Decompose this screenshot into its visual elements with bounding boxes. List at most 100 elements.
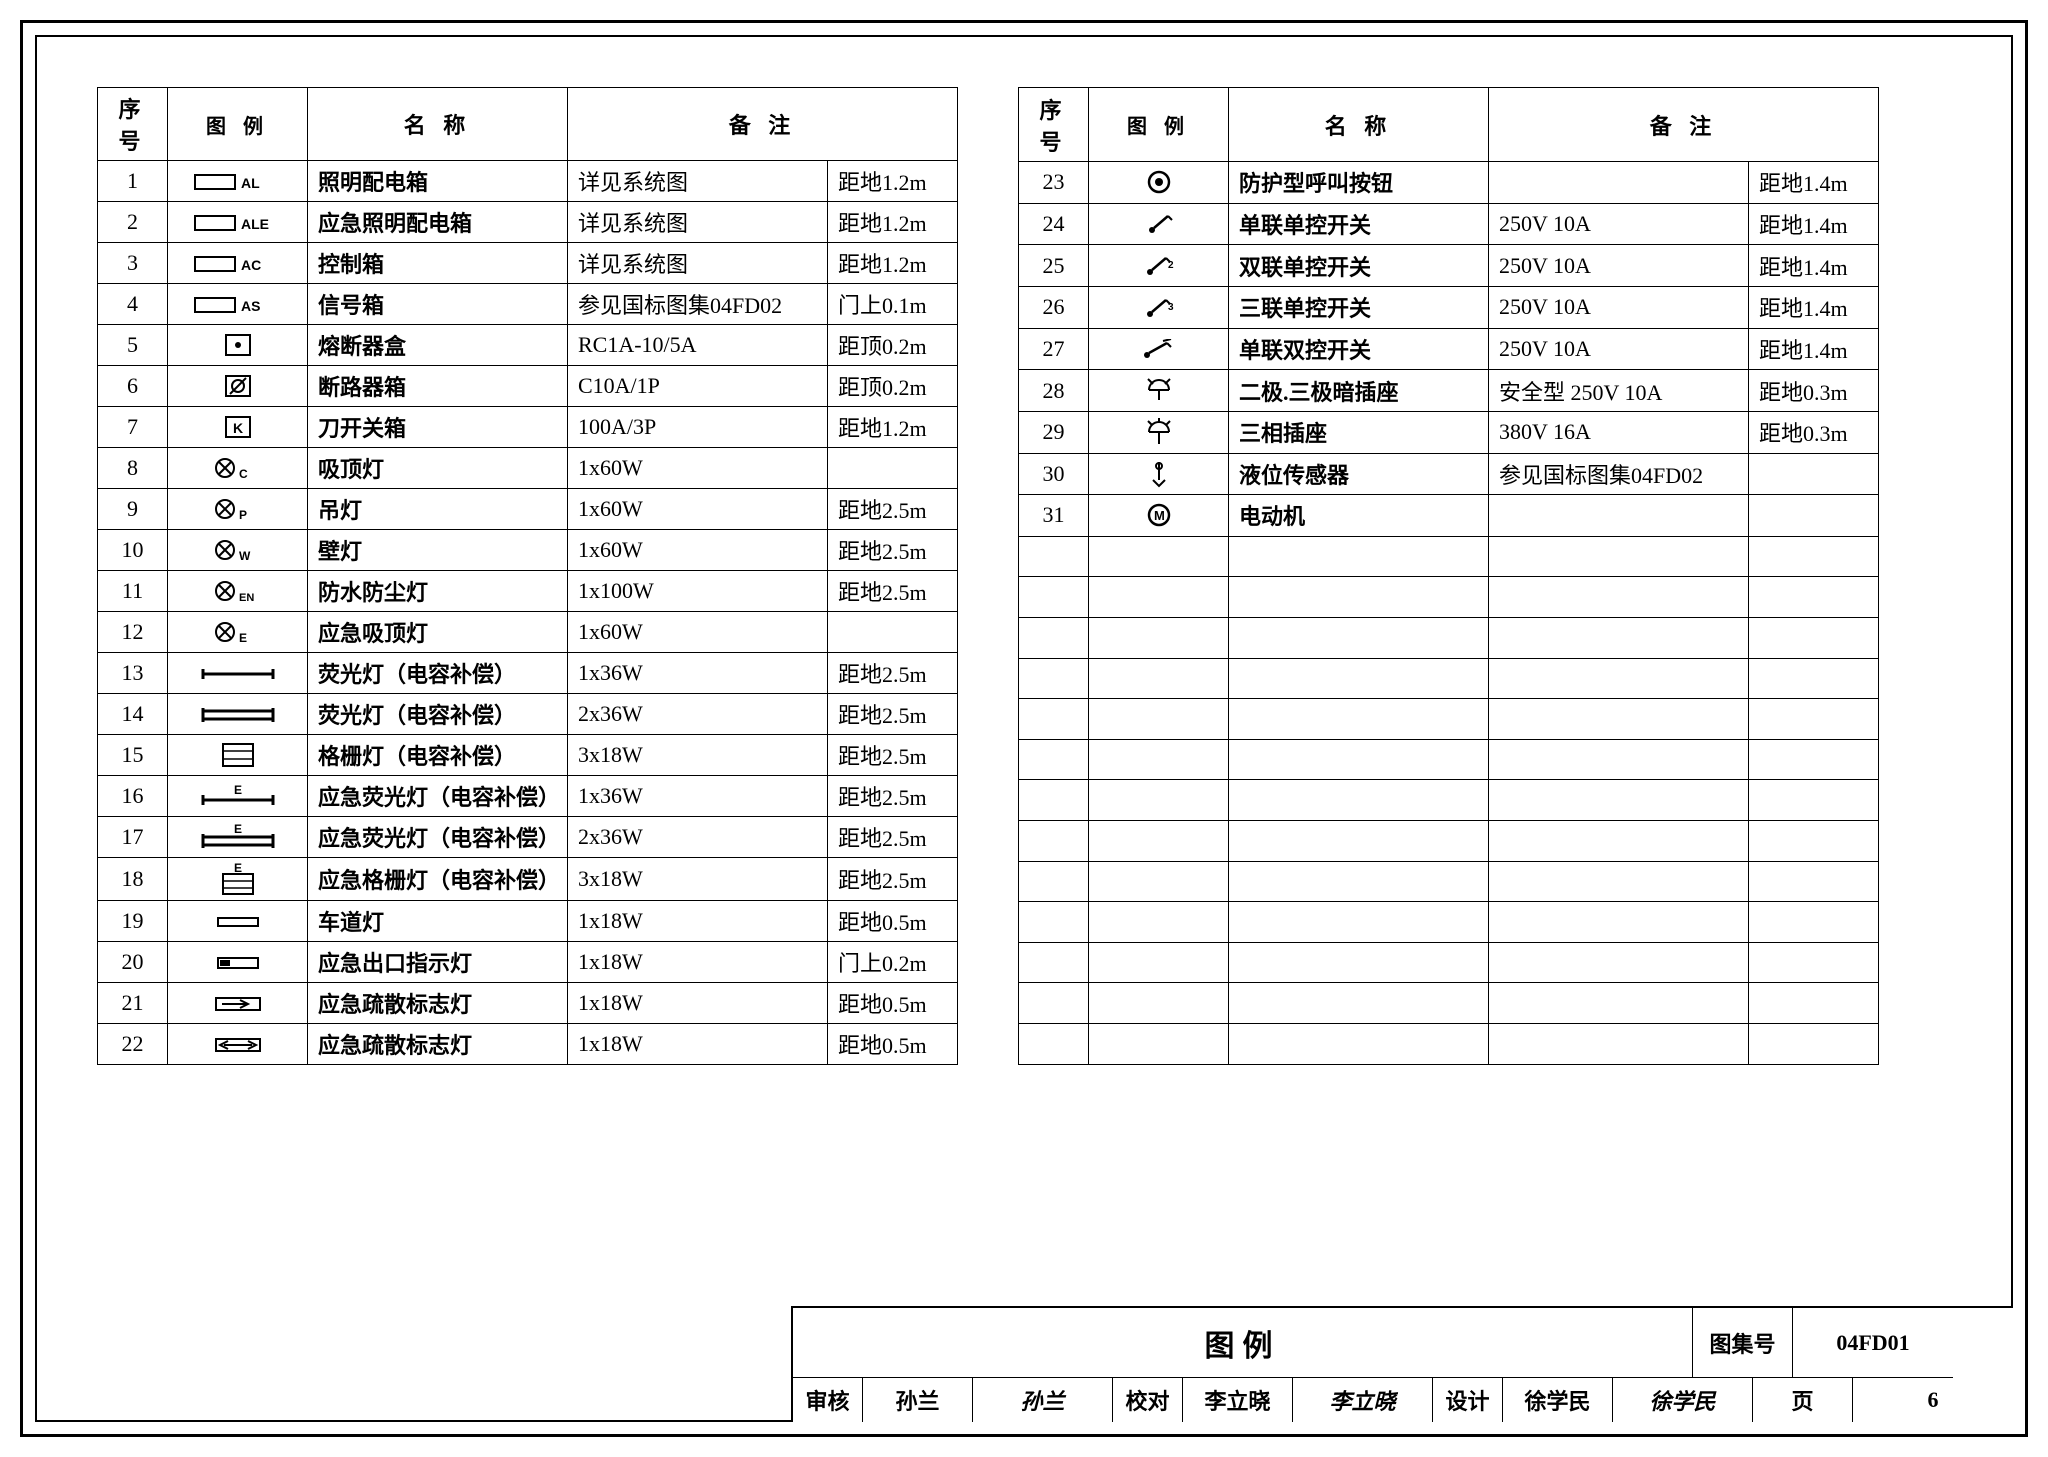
cell-note: 1x60W [568, 448, 828, 489]
cell-symbol [1089, 411, 1229, 453]
table-row: 16 E 应急荧光灯（电容补偿） 1x36W 距地2.5m [98, 776, 958, 817]
cell-height [1749, 495, 1879, 537]
cell-symbol [1089, 162, 1229, 204]
table-row: 25 2 双联单控开关 250V 10A 距地1.4m [1019, 245, 1879, 287]
table-row-blank [1019, 942, 1879, 983]
set-value: 04FD01 [1793, 1308, 1953, 1378]
table-row: 15 格栅灯（电容补偿） 3x18W 距地2.5m [98, 735, 958, 776]
cell-name: 液位传感器 [1229, 453, 1489, 495]
cell-name: 应急荧光灯（电容补偿） [308, 817, 568, 858]
cell-note: 详见系统图 [568, 161, 828, 202]
cell-symbol: E [168, 776, 308, 817]
cell-seq: 13 [98, 653, 168, 694]
cell-height: 距地2.5m [828, 776, 958, 817]
col-seq: 序 号 [98, 88, 168, 161]
table-row: 1 AL 照明配电箱 详见系统图 距地1.2m [98, 161, 958, 202]
table-row: 9 P 吊灯 1x60W 距地2.5m [98, 489, 958, 530]
cell-name: 双联单控开关 [1229, 245, 1489, 287]
svg-text:AL: AL [241, 175, 260, 191]
signoff-cell: 设计 [1433, 1378, 1503, 1422]
legend-table-left: 序 号 图 例 名 称 备 注 1 AL 照明配电箱 详见系统图 距地1.2m … [97, 87, 958, 1065]
col-seq: 序 号 [1019, 88, 1089, 162]
cell-height: 距地1.4m [1749, 287, 1879, 329]
svg-text:AC: AC [241, 257, 261, 273]
drawing-title: 图例 [793, 1308, 1693, 1378]
cell-symbol: 2 [1089, 245, 1229, 287]
col-note: 备 注 [568, 88, 958, 161]
cell-name: 荧光灯（电容补偿） [308, 694, 568, 735]
cell-seq: 5 [98, 325, 168, 366]
cell-seq: 7 [98, 407, 168, 448]
table-row: 12 E 应急吸顶灯 1x60W [98, 612, 958, 653]
table-row: 3 AC 控制箱 详见系统图 距地1.2m [98, 243, 958, 284]
table-row-blank [1019, 902, 1879, 943]
table-row: 31 M 电动机 [1019, 495, 1879, 537]
svg-text:M: M [1154, 508, 1165, 523]
cell-note: 250V 10A [1489, 203, 1749, 245]
cell-seq: 27 [1019, 328, 1089, 370]
cell-symbol [168, 942, 308, 983]
table-row: 5 熔断器盒 RC1A-10/5A 距顶0.2m [98, 325, 958, 366]
svg-text:C: C [239, 467, 248, 480]
cell-height: 距地0.3m [1749, 370, 1879, 412]
col-sym: 图 例 [168, 88, 308, 161]
cell-name: 熔断器盒 [308, 325, 568, 366]
cell-height: 距地1.2m [828, 161, 958, 202]
cell-seq: 3 [98, 243, 168, 284]
inner-frame: 序 号 图 例 名 称 备 注 1 AL 照明配电箱 详见系统图 距地1.2m … [35, 35, 2013, 1422]
cell-symbol: E [168, 817, 308, 858]
col-sym: 图 例 [1089, 88, 1229, 162]
cell-name: 信号箱 [308, 284, 568, 325]
table-row: 11 EN 防水防尘灯 1x100W 距地2.5m [98, 571, 958, 612]
svg-text:2: 2 [1168, 260, 1174, 271]
cell-note: 1x36W [568, 653, 828, 694]
cell-symbol: 3 [1089, 287, 1229, 329]
cell-seq: 29 [1019, 411, 1089, 453]
cell-symbol: E [168, 858, 308, 901]
cell-seq: 18 [98, 858, 168, 901]
signoff-cell: 徐学民 [1613, 1378, 1753, 1422]
cell-note: 参见国标图集04FD02 [1489, 453, 1749, 495]
cell-note: 3x18W [568, 858, 828, 901]
cell-note: 1x18W [568, 983, 828, 1024]
cell-height: 距地2.5m [828, 817, 958, 858]
cell-note: RC1A-10/5A [568, 325, 828, 366]
col-name: 名 称 [308, 88, 568, 161]
page-value: 6 [1853, 1378, 2013, 1422]
cell-seq: 12 [98, 612, 168, 653]
cell-symbol [168, 983, 308, 1024]
table-row: 27 单联双控开关 250V 10A 距地1.4m [1019, 328, 1879, 370]
table-row-blank [1019, 536, 1879, 577]
cell-seq: 30 [1019, 453, 1089, 495]
cell-seq: 2 [98, 202, 168, 243]
cell-note: 详见系统图 [568, 243, 828, 284]
table-row: 22 应急疏散标志灯 1x18W 距地0.5m [98, 1024, 958, 1065]
cell-note: 1x18W [568, 901, 828, 942]
cell-height: 距地1.4m [1749, 245, 1879, 287]
cell-note: 250V 10A [1489, 287, 1749, 329]
cell-height: 距地2.5m [828, 489, 958, 530]
cell-seq: 15 [98, 735, 168, 776]
cell-note: 100A/3P [568, 407, 828, 448]
table-row-blank [1019, 577, 1879, 618]
cell-name: 单联双控开关 [1229, 328, 1489, 370]
table-row-blank [1019, 617, 1879, 658]
cell-name: 格栅灯（电容补偿） [308, 735, 568, 776]
table-row: 19 车道灯 1x18W 距地0.5m [98, 901, 958, 942]
cell-symbol: AC [168, 243, 308, 284]
col-name: 名 称 [1229, 88, 1489, 162]
cell-symbol: P [168, 489, 308, 530]
cell-seq: 25 [1019, 245, 1089, 287]
cell-name: 应急荧光灯（电容补偿） [308, 776, 568, 817]
table-row: 29 三相插座 380V 16A 距地0.3m [1019, 411, 1879, 453]
cell-name: 吊灯 [308, 489, 568, 530]
svg-text:AS: AS [241, 298, 260, 314]
cell-seq: 26 [1019, 287, 1089, 329]
signoff-cell: 孙兰 [973, 1378, 1113, 1422]
cell-note: 1x60W [568, 489, 828, 530]
table-row-blank [1019, 983, 1879, 1024]
cell-symbol [168, 901, 308, 942]
cell-seq: 21 [98, 983, 168, 1024]
cell-note: 1x18W [568, 1024, 828, 1065]
cell-seq: 4 [98, 284, 168, 325]
